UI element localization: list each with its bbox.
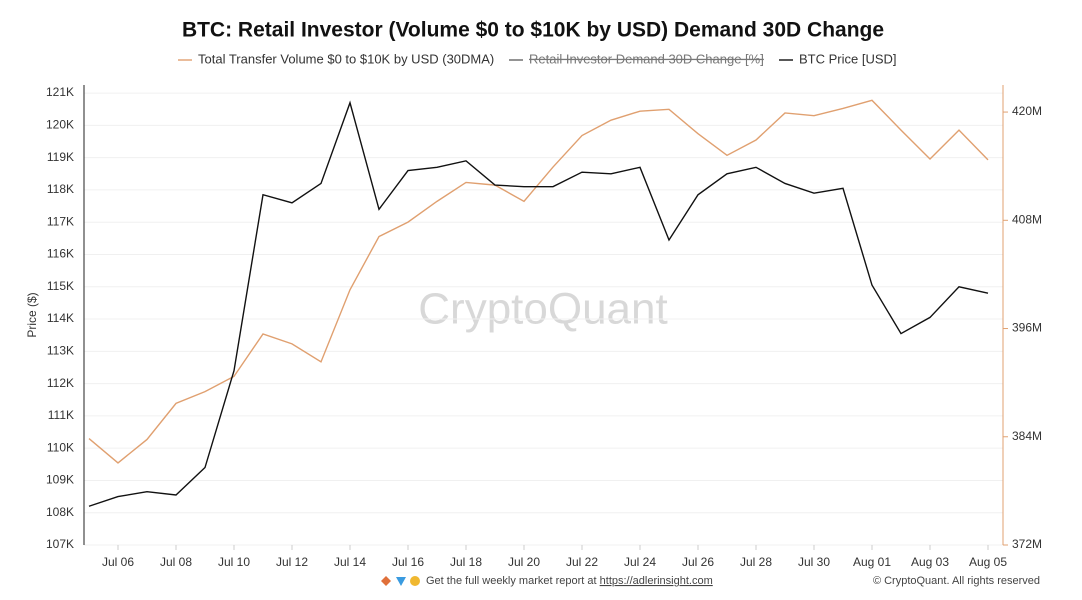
y2-tick-label: 420M [1012,104,1042,118]
y-tick-label: 108K [46,505,74,519]
x-tick-label: Aug 05 [969,555,1007,569]
y-tick-label: 120K [46,118,74,132]
x-tick-label: Jul 28 [740,555,772,569]
legend-item: Total Transfer Volume $0 to $10K by USD … [178,51,494,66]
x-tick-label: Aug 01 [853,555,891,569]
y-tick-label: 118K [47,182,74,196]
series-line [88,100,989,507]
y-tick-label: 116K [47,247,74,261]
legend-item: BTC Price [USD] [779,51,897,66]
y2-tick-label: 408M [1012,212,1042,226]
x-tick-label: Jul 18 [450,555,482,569]
y-tick-label: 111K [48,408,74,422]
y-tick-label: 107K [46,537,74,551]
legend-label: BTC Price [USD] [799,51,897,66]
y-tick-label: 112K [47,376,74,390]
y-tick-label: 115K [47,279,74,293]
watermark: CryptoQuant [418,285,667,334]
y-axis-title: Price ($) [25,292,39,337]
x-tick-label: Jul 22 [566,555,598,569]
y2-tick-label: 372M [1012,537,1042,551]
x-tick-label: Jul 26 [682,555,714,569]
y-tick-label: 110K [47,440,74,454]
x-tick-label: Jul 24 [624,555,656,569]
footer-note: Get the full weekly market report at [426,575,597,587]
x-tick-label: Jul 06 [102,555,134,569]
x-tick-label: Jul 20 [508,555,540,569]
y-tick-label: 117K [47,214,74,228]
footer-icons [381,576,420,586]
y2-tick-label: 384M [1012,429,1042,443]
y-tick-label: 113K [47,343,74,357]
x-tick-label: Jul 08 [160,555,192,569]
legend-label: Total Transfer Volume $0 to $10K by USD … [198,51,494,66]
y2-tick-label: 396M [1012,321,1042,335]
x-tick-label: Jul 12 [276,555,308,569]
icon [410,576,420,586]
series-line [88,99,989,464]
y-tick-label: 121K [46,85,74,99]
y-tick-label: 114K [47,311,74,325]
x-tick-label: Jul 10 [218,555,250,569]
footer-text: Get the full weekly market report at htt… [426,575,713,587]
x-tick-label: Jul 30 [798,555,830,569]
copyright: © CryptoQuant. All rights reserved [873,575,1040,587]
x-tick-label: Jul 16 [392,555,424,569]
y-tick-label: 109K [46,473,74,487]
x-tick-label: Aug 03 [911,555,949,569]
chart-title: BTC: Retail Investor (Volume $0 to $10K … [182,19,884,42]
y-tick-label: 119K [47,150,74,164]
icon [396,577,406,586]
x-tick-label: Jul 14 [334,555,366,569]
legend-item: Retail Investor Demand 30D Change [%] [509,51,764,66]
icon [381,576,391,586]
legend-label: Retail Investor Demand 30D Change [%] [529,51,764,66]
footer-link[interactable]: https://adlerinsight.com [600,575,713,587]
